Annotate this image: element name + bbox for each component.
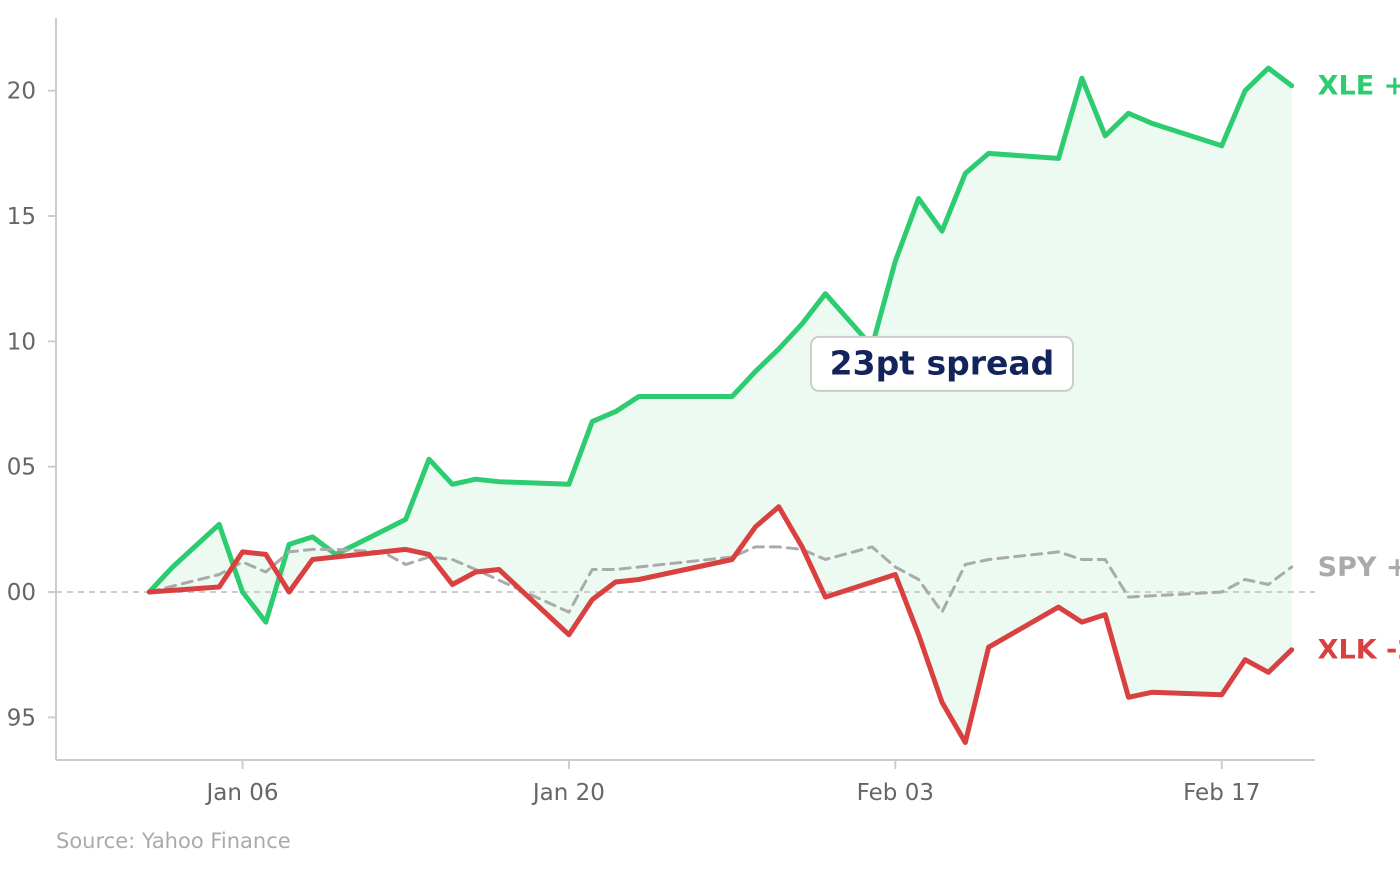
series-layer <box>146 65 1295 745</box>
annotation-layer: 23pt spread <box>809 335 1074 392</box>
x-tick-label: Jan 20 <box>531 780 605 806</box>
axes-layer: 95 00 05 10 15 20 Jan 06 Jan 20 Feb 03 Feb 17 <box>7 18 1315 806</box>
y-tick-label: 00 <box>7 580 36 606</box>
y-tick-label: 05 <box>7 455 36 481</box>
end-label-spy: SPY +1% <box>1318 552 1400 583</box>
annotation-text: 23pt spread <box>830 343 1055 382</box>
spread-fill-band <box>149 68 1292 743</box>
x-tick-label: Feb 17 <box>1183 780 1260 806</box>
series-line-spy <box>147 545 1294 614</box>
series-line-xlk <box>146 504 1295 745</box>
series-line-xle <box>146 65 1295 625</box>
y-tick-label: 10 <box>7 329 36 355</box>
end-label-xlk: XLK -2% <box>1318 635 1400 666</box>
x-tick-label: Jan 06 <box>204 780 278 806</box>
y-tick-label: 15 <box>7 204 36 230</box>
fill-band-layer <box>149 68 1292 743</box>
end-label-xle: XLE +2 <box>1318 71 1400 102</box>
annotation-box <box>809 335 1074 392</box>
labels-layer: XLE +2 SPY +1% XLK -2% <box>1318 71 1400 666</box>
source-note: Source: Yahoo Finance <box>56 829 291 853</box>
y-tick-label: 20 <box>7 79 36 105</box>
y-tick-label: 95 <box>7 705 36 731</box>
x-tick-label: Feb 03 <box>857 780 934 806</box>
